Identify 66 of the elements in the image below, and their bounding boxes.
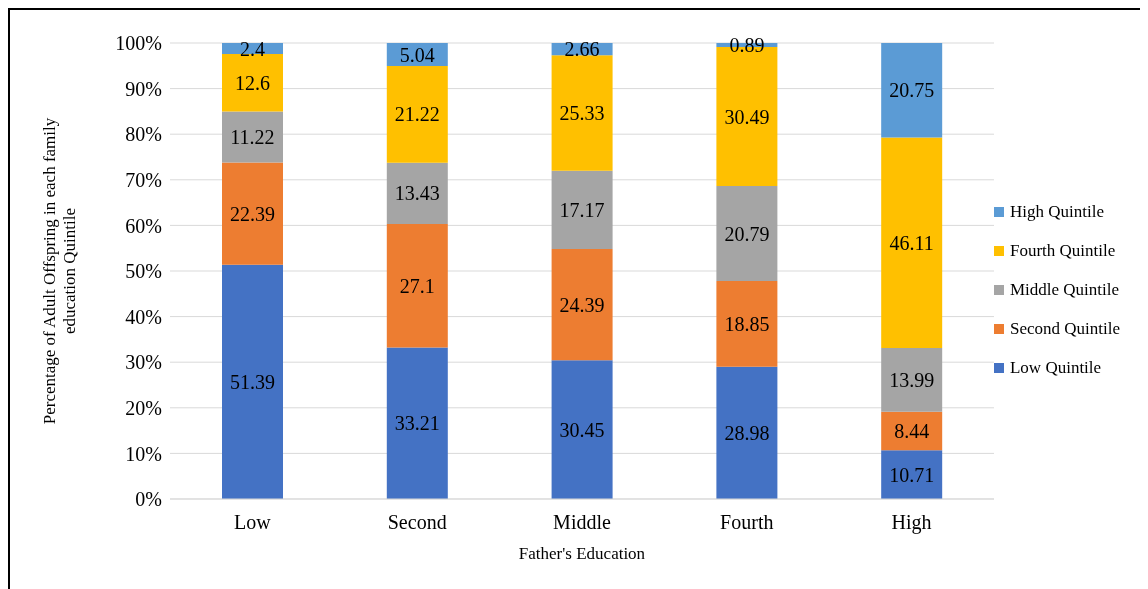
data-label: 11.22 bbox=[230, 126, 275, 149]
x-tick-label: Fourth bbox=[720, 511, 774, 534]
bar bbox=[881, 450, 943, 499]
bar bbox=[881, 43, 943, 138]
data-label: 18.85 bbox=[724, 312, 770, 335]
y-tick-label: 40% bbox=[125, 305, 162, 328]
x-tick-label: Low bbox=[234, 511, 272, 534]
y-tick-label: 50% bbox=[125, 260, 162, 283]
bar bbox=[716, 186, 778, 281]
bar bbox=[222, 111, 283, 163]
data-label: 2.4 bbox=[240, 37, 265, 60]
bar bbox=[881, 347, 943, 412]
bar bbox=[881, 137, 943, 348]
data-label: 10.71 bbox=[889, 463, 935, 486]
y-tick-label: 10% bbox=[125, 442, 162, 465]
x-tick-label: High bbox=[891, 511, 932, 535]
bar bbox=[222, 162, 283, 265]
legend-label: Low Quintile bbox=[1009, 358, 1102, 378]
x-tick-label: Second bbox=[387, 511, 447, 534]
x-axis-title: Father's Education bbox=[518, 544, 646, 563]
data-label: 25.33 bbox=[559, 101, 605, 124]
y-tick-label: 100% bbox=[115, 32, 162, 55]
data-label: 20.75 bbox=[889, 79, 935, 102]
y-tick-label: 60% bbox=[125, 214, 162, 237]
data-label: 5.04 bbox=[399, 43, 435, 66]
data-label: 8.44 bbox=[894, 420, 930, 443]
legend-label: Second Quintile bbox=[1009, 319, 1120, 339]
data-label: 17.17 bbox=[559, 198, 605, 221]
data-label: 12.6 bbox=[235, 71, 270, 94]
bar bbox=[386, 162, 448, 224]
data-label: 22.39 bbox=[230, 202, 275, 225]
data-label: 20.79 bbox=[724, 222, 770, 245]
y-tick-label: 80% bbox=[125, 123, 162, 146]
data-label: 30.45 bbox=[559, 418, 605, 441]
y-tick-label: 30% bbox=[125, 351, 162, 374]
bar bbox=[386, 223, 448, 348]
bar bbox=[716, 280, 778, 367]
data-label: 51.39 bbox=[230, 370, 275, 393]
y-tick-label: 0% bbox=[135, 488, 162, 511]
x-tick-label: Middle bbox=[553, 511, 611, 534]
data-label: 24.39 bbox=[559, 293, 605, 316]
data-label: 13.99 bbox=[889, 368, 935, 391]
legend-label: Fourth Quintile bbox=[1009, 241, 1116, 261]
data-label: 2.66 bbox=[564, 38, 600, 61]
data-label: 21.22 bbox=[394, 103, 440, 126]
data-label: 0.89 bbox=[729, 34, 765, 57]
legend-label: Middle Quintile bbox=[1009, 280, 1120, 300]
data-label: 46.11 bbox=[889, 231, 934, 254]
bar bbox=[551, 248, 613, 361]
bar bbox=[551, 360, 613, 499]
data-label: 27.1 bbox=[399, 274, 435, 297]
y-axis-title: Percentage of Adult Offspring in each family education Quintile bbox=[40, 117, 79, 425]
bar bbox=[551, 170, 613, 249]
data-label: 13.43 bbox=[394, 182, 440, 205]
y-tick-label: 20% bbox=[125, 396, 162, 419]
bar bbox=[386, 347, 448, 499]
y-tick-label: 70% bbox=[125, 168, 162, 191]
data-label: 30.49 bbox=[724, 105, 770, 128]
data-label: 33.21 bbox=[394, 412, 440, 435]
bar bbox=[222, 264, 283, 499]
bar bbox=[386, 65, 448, 163]
legend-label: High Quintile bbox=[1009, 202, 1104, 222]
data-label: 28.98 bbox=[724, 422, 770, 445]
y-tick-label: 90% bbox=[125, 77, 162, 100]
bar bbox=[551, 55, 613, 171]
bar bbox=[716, 366, 778, 499]
